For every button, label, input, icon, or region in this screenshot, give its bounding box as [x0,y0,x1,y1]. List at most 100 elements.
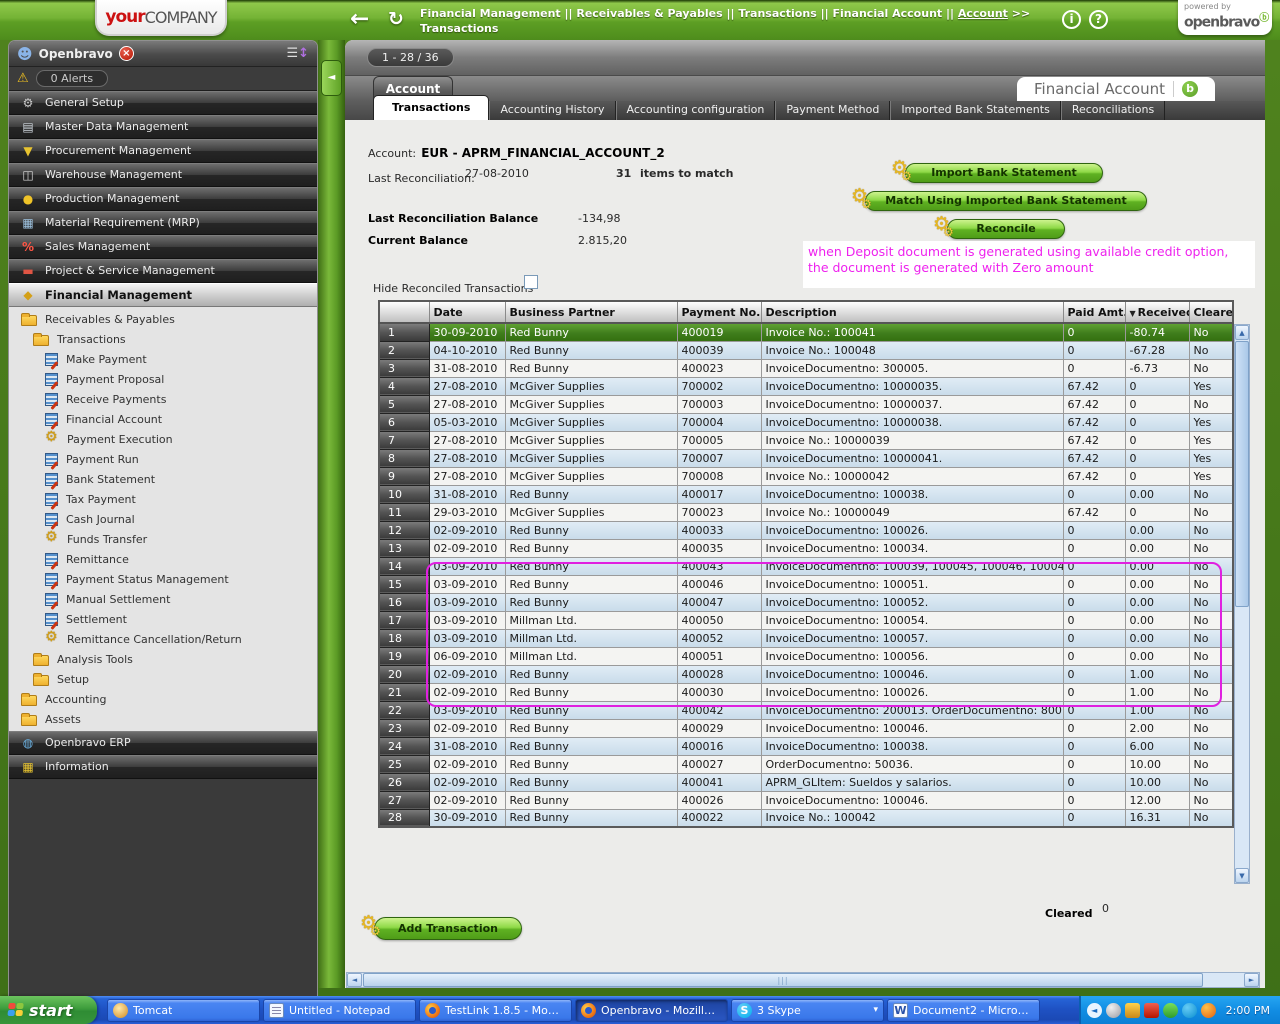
tree-item[interactable]: Payment Execution [9,429,317,449]
table-row[interactable]: 2 04-10-2010 Red Bunny 400039 Invoice No… [378,340,1234,360]
table-row[interactable]: 10 31-08-2010 Red Bunny 400017 InvoiceDo… [378,484,1234,504]
collapse-sidebar-button[interactable]: ◄ [321,60,342,96]
tree-item[interactable]: Remittance [9,549,317,569]
subtab[interactable]: Imported Bank Statements [890,101,1061,120]
scroll-up-icon[interactable]: ▲ [1235,325,1249,340]
tree-item[interactable]: Settlement [9,609,317,629]
tray-icon[interactable] [1124,1002,1140,1018]
table-row[interactable]: 3 31-08-2010 Red Bunny 400023 InvoiceDoc… [378,358,1234,378]
table-row[interactable]: 19 06-09-2010 Millman Ltd. 400051 Invoic… [378,646,1234,666]
sidebar-menu-item[interactable]: General Setup [9,91,317,115]
tree-item[interactable]: Manual Settlement [9,589,317,609]
col-paid-amt[interactable]: Paid Amt. [1062,300,1126,324]
tree-item[interactable]: Payment Status Management [9,569,317,589]
col-description[interactable]: Description [760,300,1064,324]
tree-item[interactable]: Tax Payment [9,489,317,509]
table-row[interactable]: 20 02-09-2010 Red Bunny 400028 InvoiceDo… [378,664,1234,684]
table-row[interactable]: 15 03-09-2010 Red Bunny 400046 InvoiceDo… [378,574,1234,594]
sidebar-menu-item[interactable]: Procurement Management [9,139,317,163]
info-icon[interactable]: i [1062,10,1081,29]
task-button[interactable]: TestLink 1.8.5 - Mozill... [419,998,572,1022]
col-cleared[interactable]: Cleared [1188,300,1234,324]
tree-item[interactable]: Payment Run [9,449,317,469]
tree-item[interactable]: Receivables & Payables [9,309,317,329]
sidebar-menu-item[interactable]: Openbravo ERP [9,731,317,755]
tree-item[interactable]: Funds Transfer [9,529,317,549]
tree-item[interactable]: Setup [9,669,317,689]
task-button[interactable]: Untitled - Notepad [263,998,416,1022]
tree-item[interactable]: Make Payment [9,349,317,369]
task-button[interactable]: Document2 - Microsof... [887,998,1040,1022]
collapse-tree-icon[interactable]: ☰↕ [286,46,309,61]
subtab[interactable]: Payment Method [775,101,891,120]
table-row[interactable]: 11 29-03-2010 McGiver Supplies 700023 In… [378,502,1234,522]
table-row[interactable]: 22 03-09-2010 Red Bunny 400042 InvoiceDo… [378,700,1234,720]
table-row[interactable]: 25 02-09-2010 Red Bunny 400027 OrderDocu… [378,754,1234,774]
import-bank-statement-button[interactable]: Import Bank Statement [891,159,1103,185]
table-row[interactable]: 17 03-09-2010 Millman Ltd. 400050 Invoic… [378,610,1234,630]
scroll-right-icon[interactable]: ► [1244,973,1259,987]
table-row[interactable]: 8 27-08-2010 McGiver Supplies 700007 Inv… [378,448,1234,468]
sidebar-menu-item[interactable]: Master Data Management [9,115,317,139]
logout-icon[interactable]: × [118,46,134,61]
scroll-left-icon[interactable]: ◄ [347,973,362,987]
table-row[interactable]: 24 31-08-2010 Red Bunny 400016 InvoiceDo… [378,736,1234,756]
tray-icon[interactable] [1181,1002,1197,1018]
col-payment-no[interactable]: Payment No. [676,300,762,324]
subtab[interactable]: Transactions [373,95,490,120]
horizontal-scroll-thumb[interactable]: ||| [363,973,1203,987]
tree-item[interactable]: Transactions [9,329,317,349]
tray-icon[interactable] [1162,1002,1178,1018]
subtab[interactable]: Accounting History [489,101,616,120]
table-row[interactable]: 21 02-09-2010 Red Bunny 400030 InvoiceDo… [378,682,1234,702]
table-row[interactable]: 9 27-08-2010 McGiver Supplies 700008 Inv… [378,466,1234,486]
subtab[interactable]: Reconciliations [1060,101,1166,120]
sidebar-menu-item[interactable]: Project & Service Management [9,259,317,283]
table-row[interactable]: 16 03-09-2010 Red Bunny 400047 InvoiceDo… [378,592,1234,612]
table-row[interactable]: 13 02-09-2010 Red Bunny 400035 InvoiceDo… [378,538,1234,558]
sidebar-menu-item[interactable]: Warehouse Management [9,163,317,187]
start-button[interactable]: start [0,996,97,1024]
vertical-scroll-thumb[interactable] [1235,341,1249,607]
match-imported-bank-statement-button[interactable]: Match Using Imported Bank Statement [851,187,1147,213]
tree-item[interactable]: Financial Account [9,409,317,429]
col-date[interactable]: Date [428,300,506,324]
alerts-bar[interactable]: ⚠ 0 Alerts [9,67,317,91]
tree-item[interactable]: Remittance Cancellation/Return [9,629,317,649]
table-row[interactable]: 26 02-09-2010 Red Bunny 400041 APRM_GLIt… [378,772,1234,792]
tree-item[interactable]: Assets [9,709,317,729]
sidebar-menu-item[interactable]: Production Management [9,187,317,211]
table-row[interactable]: 14 03-09-2010 Red Bunny 400043 InvoiceDo… [378,556,1234,576]
tree-item[interactable]: Bank Statement [9,469,317,489]
col-business-partner[interactable]: Business Partner [504,300,678,324]
subtab[interactable]: Accounting configuration [615,101,776,120]
task-button[interactable]: 3 Skype ▾ [731,998,884,1022]
sidebar-menu-item[interactable]: Sales Management [9,235,317,259]
table-row[interactable]: 7 27-08-2010 McGiver Supplies 700005 Inv… [378,430,1234,450]
task-button[interactable]: Openbravo - Mozilla F... [575,998,728,1022]
sidebar-menu-item[interactable]: Material Requirement (MRP) [9,211,317,235]
add-transaction-button[interactable]: Add Transaction [360,913,522,942]
table-row[interactable]: 4 27-08-2010 McGiver Supplies 700002 Inv… [378,376,1234,396]
tree-item[interactable]: Receive Payments [9,389,317,409]
tray-icon[interactable] [1143,1002,1159,1018]
table-row[interactable]: 1 30-09-2010 Red Bunny 400019 Invoice No… [378,322,1234,342]
table-row[interactable]: 27 02-09-2010 Red Bunny 400026 InvoiceDo… [378,790,1234,810]
tree-item[interactable]: Cash Journal [9,509,317,529]
tray-icon[interactable] [1086,1002,1102,1018]
table-row[interactable]: 28 30-09-2010 Red Bunny 400022 Invoice N… [378,808,1234,828]
tray-icon[interactable] [1200,1002,1216,1018]
table-vertical-scrollbar[interactable]: ▲ ▼ [1234,324,1250,884]
task-button[interactable]: Tomcat [107,998,260,1022]
refresh-icon[interactable]: ↻ [388,8,404,30]
help-icon[interactable]: ? [1089,10,1108,29]
col-received-amt[interactable]: ▼Received Amt. [1124,300,1190,324]
table-row[interactable]: 12 02-09-2010 Red Bunny 400033 InvoiceDo… [378,520,1234,540]
table-row[interactable]: 23 02-09-2010 Red Bunny 400029 InvoiceDo… [378,718,1234,738]
horizontal-scrollbar[interactable]: ◄ ||| ► [346,972,1260,988]
sidebar-item-financial-management[interactable]: Financial Management [9,283,317,307]
breadcrumb-account-link[interactable]: Account [957,7,1008,20]
back-icon[interactable]: ← [350,6,370,32]
reconcile-button[interactable]: Reconcile [933,215,1065,241]
tree-item[interactable]: Payment Proposal [9,369,317,389]
